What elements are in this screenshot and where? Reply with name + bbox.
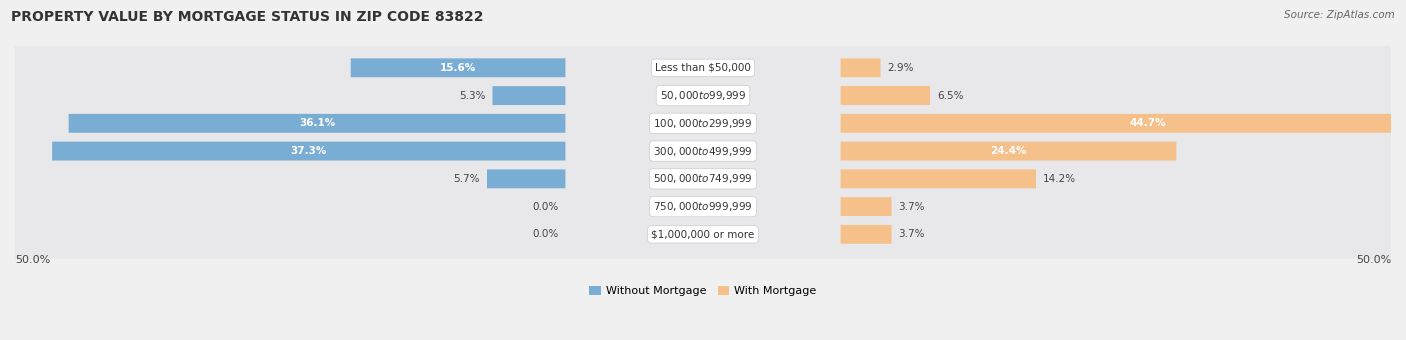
FancyBboxPatch shape: [841, 86, 929, 105]
Text: 36.1%: 36.1%: [299, 118, 335, 128]
FancyBboxPatch shape: [841, 225, 891, 244]
Text: $1,000,000 or more: $1,000,000 or more: [651, 230, 755, 239]
Text: 24.4%: 24.4%: [990, 146, 1026, 156]
FancyBboxPatch shape: [841, 58, 880, 77]
Text: $100,000 to $299,999: $100,000 to $299,999: [654, 117, 752, 130]
Text: 3.7%: 3.7%: [898, 230, 925, 239]
FancyBboxPatch shape: [10, 44, 1396, 92]
Legend: Without Mortgage, With Mortgage: Without Mortgage, With Mortgage: [585, 282, 821, 301]
FancyBboxPatch shape: [841, 142, 1177, 160]
Text: 0.0%: 0.0%: [533, 230, 558, 239]
Text: PROPERTY VALUE BY MORTGAGE STATUS IN ZIP CODE 83822: PROPERTY VALUE BY MORTGAGE STATUS IN ZIP…: [11, 10, 484, 24]
Text: 44.7%: 44.7%: [1130, 118, 1167, 128]
Text: 15.6%: 15.6%: [440, 63, 477, 73]
FancyBboxPatch shape: [10, 99, 1396, 148]
Text: $300,000 to $499,999: $300,000 to $499,999: [654, 144, 752, 158]
FancyBboxPatch shape: [841, 169, 1036, 188]
FancyBboxPatch shape: [486, 169, 565, 188]
FancyBboxPatch shape: [52, 142, 565, 160]
FancyBboxPatch shape: [69, 114, 565, 133]
Text: 5.3%: 5.3%: [460, 90, 485, 101]
FancyBboxPatch shape: [492, 86, 565, 105]
Text: 5.7%: 5.7%: [454, 174, 479, 184]
FancyBboxPatch shape: [841, 114, 1406, 133]
FancyBboxPatch shape: [841, 197, 891, 216]
FancyBboxPatch shape: [10, 183, 1396, 231]
Text: Source: ZipAtlas.com: Source: ZipAtlas.com: [1284, 10, 1395, 20]
FancyBboxPatch shape: [10, 71, 1396, 120]
Text: 3.7%: 3.7%: [898, 202, 925, 211]
Text: $500,000 to $749,999: $500,000 to $749,999: [654, 172, 752, 185]
FancyBboxPatch shape: [10, 155, 1396, 203]
Text: 14.2%: 14.2%: [1043, 174, 1076, 184]
FancyBboxPatch shape: [10, 210, 1396, 258]
Text: $750,000 to $999,999: $750,000 to $999,999: [654, 200, 752, 213]
Text: $50,000 to $99,999: $50,000 to $99,999: [659, 89, 747, 102]
Text: 37.3%: 37.3%: [291, 146, 328, 156]
FancyBboxPatch shape: [350, 58, 565, 77]
Text: Less than $50,000: Less than $50,000: [655, 63, 751, 73]
Text: 50.0%: 50.0%: [15, 255, 51, 265]
Text: 50.0%: 50.0%: [1355, 255, 1391, 265]
Text: 0.0%: 0.0%: [533, 202, 558, 211]
FancyBboxPatch shape: [10, 127, 1396, 175]
Text: 6.5%: 6.5%: [936, 90, 963, 101]
Text: 2.9%: 2.9%: [887, 63, 914, 73]
